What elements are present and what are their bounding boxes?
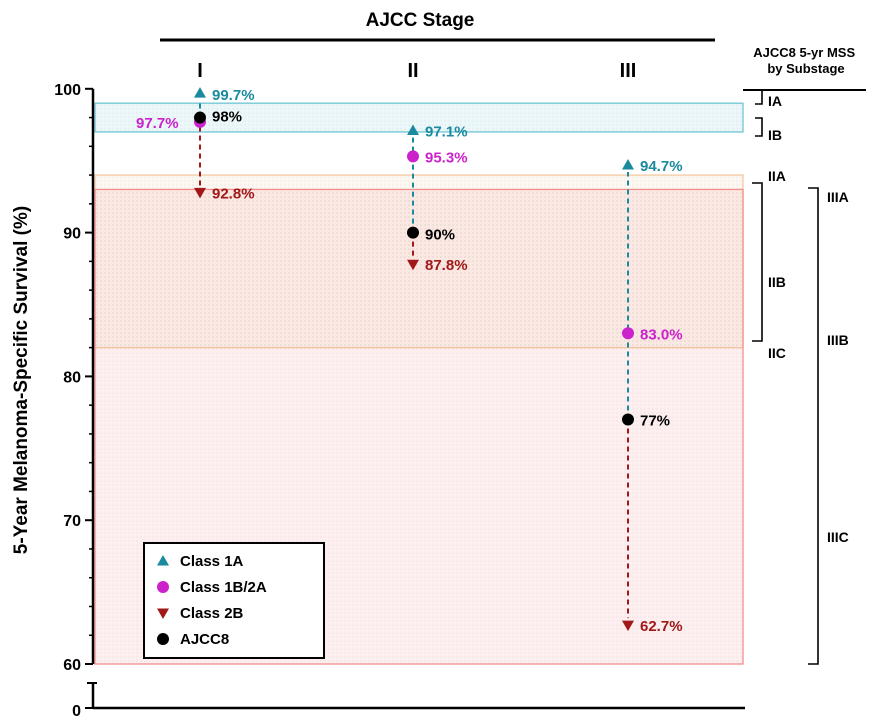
point-class-1b-2a-iii — [622, 327, 634, 340]
legend-marker-class-1b-2a — [157, 581, 169, 593]
substage-header-line-1: AJCC8 5-yr MSS — [753, 45, 855, 60]
survival-bands — [94, 102, 744, 665]
data-label-class-2b-ii: 87.8% — [425, 257, 468, 274]
series: 99.7% 97.1% 94.7% 97.7% 95.3% 83.0% 92.8% 87.8%… — [136, 87, 683, 635]
bracket-ia — [755, 89, 763, 105]
legend-marker-class-2b — [157, 608, 169, 619]
legend-marker-class-1a — [157, 555, 169, 566]
band-texture-i — [95, 103, 743, 132]
point-class-1a-i — [194, 87, 206, 98]
substage-brackets: IA IB IIA IIB IIC IIIA IIIB IIIC — [752, 89, 849, 665]
point-ajcc8-iii — [622, 413, 634, 426]
data-label-ajcc8-iii: 77% — [640, 413, 670, 430]
legend-label-class-1a: Class 1A — [180, 553, 244, 570]
bracket-ib — [755, 117, 763, 137]
substage-header: AJCC8 5-yr MSS by Substage — [753, 45, 859, 76]
legend-box — [143, 542, 325, 659]
data-label-ajcc8-ii: 90% — [425, 227, 455, 244]
y-axis-label: 5-Year Melanoma-Specific Survival (%) — [11, 206, 32, 554]
bracket-iiia-iiic — [808, 187, 819, 665]
data-label-class-2b-iii: 62.7% — [640, 618, 683, 635]
point-class-2b-iii — [622, 620, 634, 632]
data-label-class-1a-iii: 94.7% — [640, 158, 683, 175]
point-ajcc8-i — [194, 111, 206, 124]
chart-title: AJCC Stage — [366, 10, 475, 31]
y-tick-label: 100 — [54, 82, 81, 99]
substage-label-iic: IIC — [768, 345, 786, 361]
data-label-class-1b-2a-ii: 95.3% — [425, 149, 468, 166]
data-label-class-1b-2a-i: 97.7% — [136, 115, 179, 132]
stage-categories: I II III — [197, 60, 636, 82]
stage-label-ii: II — [407, 60, 418, 82]
substage-header-line-2: by Substage — [767, 61, 844, 76]
legend-label-class-2b: Class 2B — [180, 605, 244, 622]
legend-marker-ajcc8 — [157, 633, 169, 645]
substage-label-iiic: IIIC — [827, 529, 849, 545]
substage-label-iib: IIB — [768, 274, 786, 290]
y-tick-label: 80 — [63, 369, 81, 386]
stage-label-i: I — [197, 60, 203, 82]
point-class-1a-iii — [622, 159, 634, 170]
legend-label-ajcc8: AJCC8 — [180, 631, 229, 648]
point-class-1b-2a-ii — [407, 150, 419, 163]
point-class-2b-ii — [407, 259, 419, 271]
data-label-class-1b-2a-iii: 83.0% — [640, 326, 683, 343]
axes: 60 70 80 90 100 0 — [54, 82, 745, 720]
substage-label-ia: IA — [768, 93, 782, 109]
y-tick-label: 60 — [63, 657, 81, 674]
substage-label-iiib: IIIB — [827, 332, 849, 348]
data-label-class-2b-i: 92.8% — [212, 185, 255, 202]
substage-label-iiia: IIIA — [827, 189, 849, 205]
legend-label-class-1b-2a: Class 1B/2A — [180, 579, 267, 596]
data-label-class-1a-i: 99.7% — [212, 87, 255, 104]
bracket-iia-iic — [752, 182, 763, 342]
y-zero-label: 0 — [72, 703, 81, 720]
y-tick-label: 70 — [63, 513, 81, 530]
point-class-1a-ii — [407, 124, 419, 136]
stage-label-iii: III — [620, 60, 637, 82]
substage-label-ib: IB — [768, 127, 782, 143]
point-class-2b-i — [194, 187, 206, 199]
data-label-class-1a-ii: 97.1% — [425, 124, 468, 141]
point-ajcc8-ii — [407, 226, 419, 239]
y-tick-label: 90 — [63, 226, 81, 243]
legend: Class 1A Class 1B/2A Class 2B AJCC8 — [143, 542, 325, 659]
substage-label-iia: IIA — [768, 168, 786, 184]
data-label-ajcc8-i: 98% — [212, 109, 242, 126]
